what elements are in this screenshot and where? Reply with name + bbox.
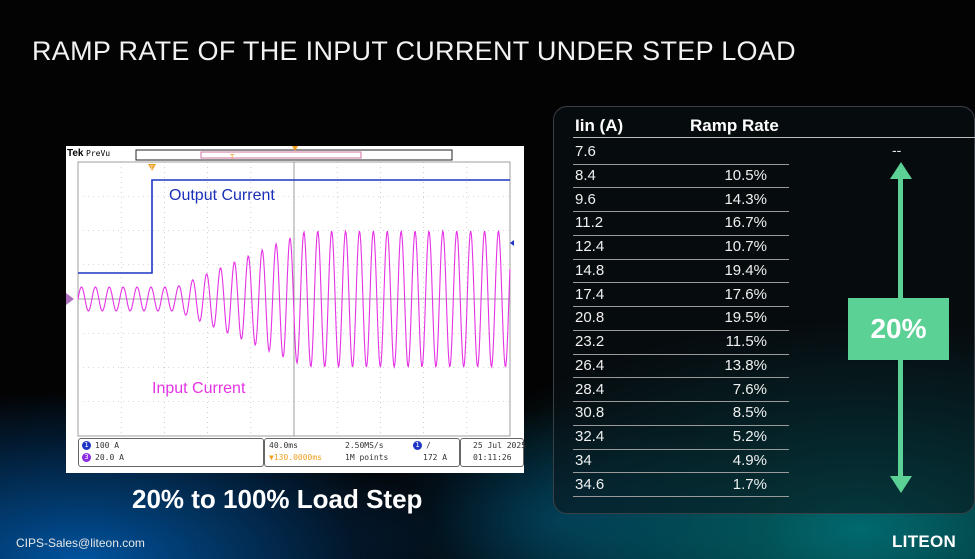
capture-time: 01:11:26 xyxy=(473,453,512,462)
ch3-scale: 20.0 A xyxy=(95,453,124,462)
timebase-readout: 40.0ms ▼130.0000ms 2.50MS/s 1M points 1 /… xyxy=(264,438,460,467)
trigger-channel-badge: 1 xyxy=(413,441,422,450)
ramp-rate-cell: 11.5% xyxy=(725,333,767,350)
svg-text:T: T xyxy=(229,153,235,161)
table-row: 28.4 7.6% xyxy=(573,378,789,403)
header-divider xyxy=(573,137,975,138)
header-iin: Iin (A) xyxy=(575,116,624,135)
preview-mode-label: PreVu xyxy=(86,149,111,158)
datetime-readout: 25 Jul 2025 01:11:26 xyxy=(460,438,526,467)
ch3-ground-marker-icon xyxy=(66,293,74,305)
channel-readout: 1 100 A 3 20.0 A xyxy=(78,438,264,467)
table-row: 17.4 17.6% xyxy=(573,283,789,308)
iin-cell: 34.6 xyxy=(575,475,605,493)
liteon-logo: LITEON xyxy=(892,532,957,551)
table-row: 26.4 13.8% xyxy=(573,354,789,379)
output-current-trace xyxy=(78,179,510,274)
footer-email: CIPS-Sales@liteon.com xyxy=(16,536,145,550)
ramp-rate-highlight: 20% xyxy=(848,298,949,360)
ch3-badge: 3 xyxy=(82,453,91,462)
load-step-caption: 20% to 100% Load Step xyxy=(132,484,423,514)
table-row: 8.4 10.5% xyxy=(573,164,789,189)
top-marker: -- xyxy=(892,142,902,158)
trigger-marker-icon xyxy=(148,164,156,171)
slide-title: RAMP RATE OF THE INPUT CURRENT UNDER STE… xyxy=(32,36,796,66)
iin-cell: 17.4 xyxy=(575,285,605,303)
iin-cell: 7.6 xyxy=(575,143,596,160)
trigger-slope: / xyxy=(426,441,431,450)
scope-status-bar: 1 100 A 3 20.0 A 40.0ms ▼130.0000ms 2.50MS… xyxy=(78,438,526,467)
iin-cell: 26.4 xyxy=(575,356,605,374)
ramp-rate-cell: 13.8% xyxy=(724,356,767,374)
oscilloscope-screenshot: T T Tek PreVu Output Current Input Curre… xyxy=(66,146,526,473)
ramp-rate-cell: 8.5% xyxy=(732,404,767,422)
ramp-rate-cell: 4.9% xyxy=(732,451,767,469)
iin-cell: 20.8 xyxy=(575,309,605,327)
iin-cell: 28.4 xyxy=(575,380,605,398)
table-row: 23.2 11.5% xyxy=(573,330,789,355)
ramp-rate-cell: 10.7% xyxy=(724,238,767,255)
table-row: 20.8 19.5% xyxy=(573,306,789,331)
timebase-value: 40.0ms xyxy=(269,441,298,450)
ramp-rate-cell: 14.3% xyxy=(724,190,767,208)
ramp-rate-cell: 19.5% xyxy=(724,309,767,327)
arrow-down-icon xyxy=(890,476,912,493)
iin-cell: 34 xyxy=(575,451,592,469)
record-length: 1M points xyxy=(345,453,389,462)
table-row: 32.4 5.2% xyxy=(573,425,789,450)
table-row: 11.2 16.7% xyxy=(573,211,789,236)
capture-date: 25 Jul 2025 xyxy=(473,441,526,450)
arrow-up-icon xyxy=(890,162,912,179)
iin-cell: 32.4 xyxy=(575,428,605,445)
ch1-badge: 1 xyxy=(82,441,91,450)
iin-cell: 11.2 xyxy=(575,214,604,232)
table-row: 7.6 xyxy=(573,140,789,165)
ramp-rate-cell: 7.6% xyxy=(732,380,767,398)
iin-cell: 23.2 xyxy=(575,333,605,350)
tek-logo: Tek xyxy=(67,148,84,159)
table-row: 12.4 10.7% xyxy=(573,235,789,260)
trigger-position: ▼130.0000ms xyxy=(269,453,322,462)
trigger-level: 172 A xyxy=(423,453,448,462)
sample-rate: 2.50MS/s xyxy=(345,441,384,450)
output-current-label: Output Current xyxy=(169,187,275,204)
header-ramp-rate: Ramp Rate xyxy=(690,116,779,135)
iin-cell: 30.8 xyxy=(575,404,605,422)
table-row: 30.8 8.5% xyxy=(573,401,789,426)
ramp-rate-cell: 16.7% xyxy=(724,214,767,232)
ramp-rate-cell: 17.6% xyxy=(724,285,767,303)
ch1-scale: 100 A xyxy=(95,441,120,450)
ramp-rate-cell: 1.7% xyxy=(732,475,767,493)
input-current-label: Input Current xyxy=(152,380,246,397)
table-row: 14.8 19.4% xyxy=(573,259,789,284)
ramp-rate-cell: 10.5% xyxy=(724,166,767,184)
ramp-rate-cell: 19.4% xyxy=(724,261,767,279)
input-current-trace xyxy=(77,229,511,369)
iin-cell: 9.6 xyxy=(575,190,596,208)
table-row: 34.6 1.7% xyxy=(573,473,789,498)
table-row: 34 4.9% xyxy=(573,449,789,474)
svg-text:T: T xyxy=(149,165,154,172)
iin-cell: 14.8 xyxy=(575,261,605,279)
iin-cell: 12.4 xyxy=(575,238,605,255)
ch1-arrow-icon xyxy=(510,240,514,246)
ramp-rate-cell: 5.2% xyxy=(732,428,767,445)
table-row: 9.6 14.3% xyxy=(573,188,789,213)
oscilloscope-plot: T T xyxy=(66,146,514,437)
iin-cell: 8.4 xyxy=(575,166,596,184)
